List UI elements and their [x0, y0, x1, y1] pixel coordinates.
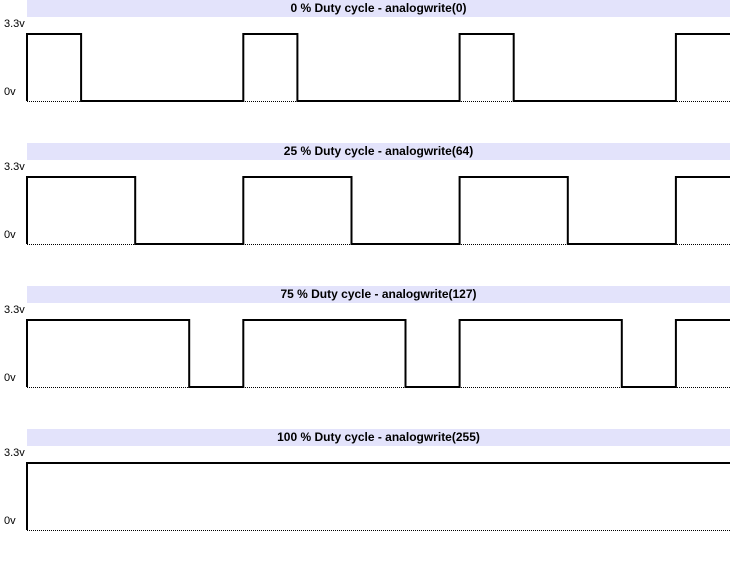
high-voltage-label: 3.3v — [4, 304, 25, 316]
waveform-panel: 0 % Duty cycle - analogwrite(0) 3.3v 0v — [0, 0, 737, 143]
square-wave-signal — [26, 462, 730, 530]
waveform-plot — [26, 462, 730, 531]
square-wave-signal — [26, 176, 730, 245]
high-voltage-label: 3.3v — [4, 447, 25, 459]
square-wave-signal — [26, 319, 730, 388]
low-voltage-label: 0v — [4, 372, 16, 384]
panel-title: 0 % Duty cycle - analogwrite(0) — [27, 0, 730, 17]
low-voltage-label: 0v — [4, 86, 16, 98]
waveform-plot — [26, 319, 730, 388]
waveform-panel: 100 % Duty cycle - analogwrite(255) 3.3v… — [0, 429, 737, 572]
high-voltage-label: 3.3v — [4, 161, 25, 173]
panel-title: 100 % Duty cycle - analogwrite(255) — [27, 429, 730, 446]
low-voltage-label: 0v — [4, 229, 16, 241]
waveform-plot — [26, 33, 730, 102]
waveform-panel: 75 % Duty cycle - analogwrite(127) 3.3v … — [0, 286, 737, 429]
panel-title: 75 % Duty cycle - analogwrite(127) — [27, 286, 730, 303]
waveform-panel: 25 % Duty cycle - analogwrite(64) 3.3v 0… — [0, 143, 737, 286]
square-wave-signal — [26, 33, 730, 102]
low-voltage-label: 0v — [4, 515, 16, 527]
high-voltage-label: 3.3v — [4, 18, 25, 30]
waveform-plot — [26, 176, 730, 245]
panel-title: 25 % Duty cycle - analogwrite(64) — [27, 143, 730, 160]
